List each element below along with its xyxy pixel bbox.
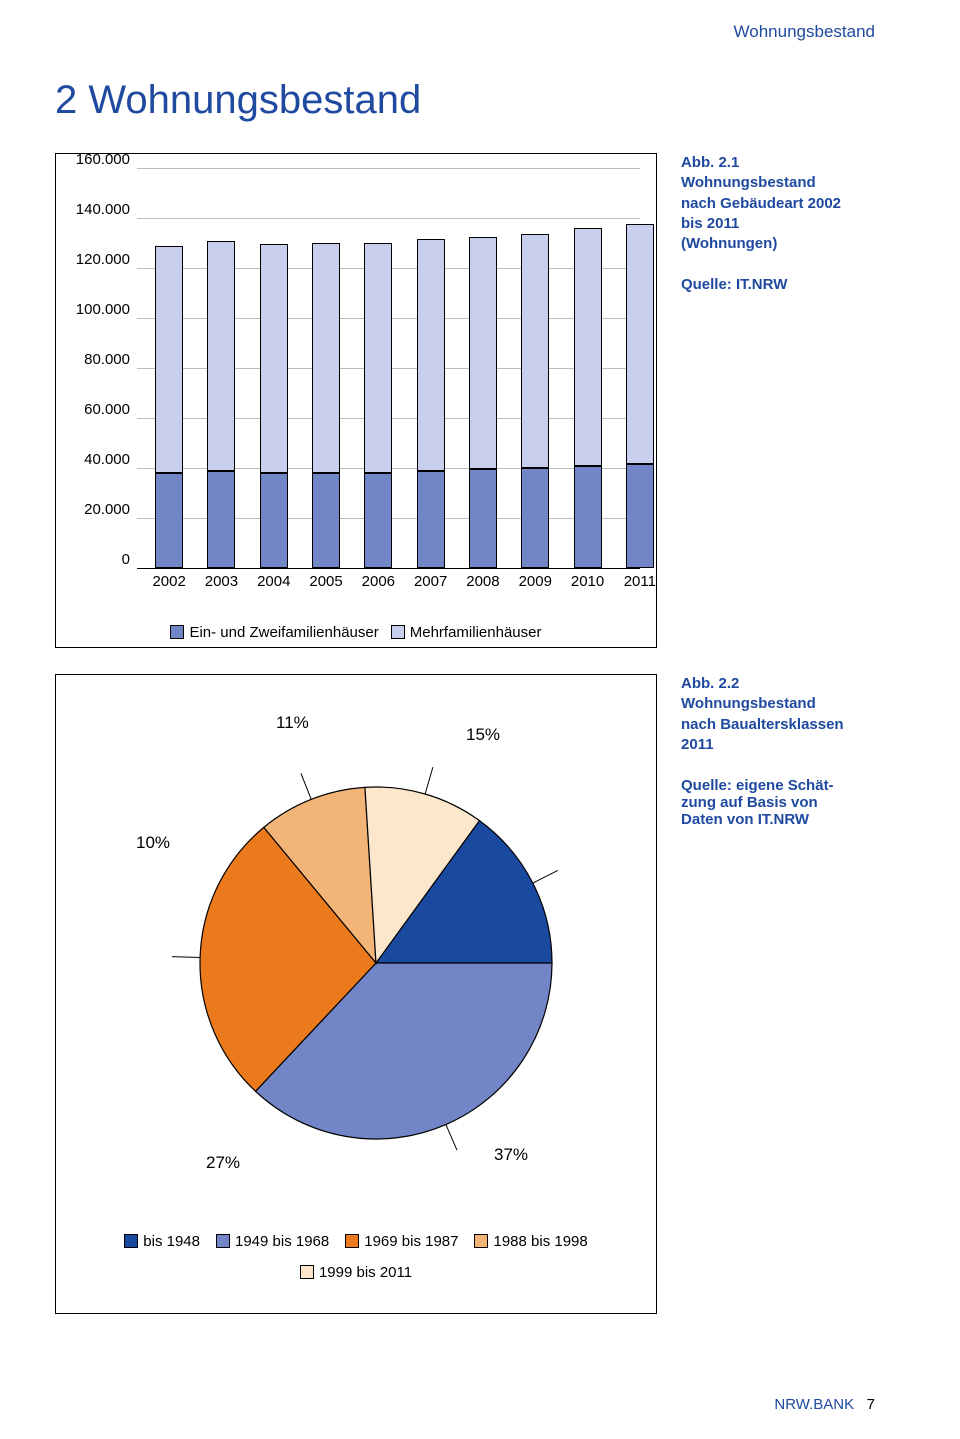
pie-percent-label: 27% (206, 1153, 240, 1173)
bar-chart-ytick: 160.000 (62, 160, 130, 177)
bar-chart-ytick: 120.000 (62, 260, 130, 277)
pie-chart-caption-title: Abb. 2.2Wohnungsbestandnach Baualterskla… (681, 674, 875, 755)
bar-chart-xtick-label: 2004 (257, 573, 290, 590)
pie-chart-svg (66, 705, 666, 1225)
bar-chart-xtick-label: 2002 (152, 573, 185, 590)
bar-chart-xtick-label: 2003 (205, 573, 238, 590)
pie-chart: 11% 15% 10% 27% 37% (66, 705, 646, 1225)
bar-chart-ytick-label: 0 (62, 551, 130, 568)
legend-swatch (216, 1234, 230, 1248)
pie-chart-caption-source: Quelle: eigene Schät-zung auf Basis vonD… (681, 777, 875, 828)
page-title: 2 Wohnungsbestand (55, 78, 875, 123)
bar-chart-ytick: 0 (62, 560, 130, 577)
pie-leader-line (425, 767, 433, 794)
bar-segment (364, 243, 392, 473)
pie-chart-row: 11% 15% 10% 27% 37% bis 1948 1949 bis 1968 196… (55, 674, 875, 1314)
bar-segment (207, 241, 235, 471)
footer-brand: NRW.BANK (774, 1396, 854, 1413)
bar-chart-caption-source: Quelle: IT.NRW (681, 276, 875, 293)
page-footer: NRW.BANK 7 (774, 1396, 875, 1413)
bar-chart-plot-area (137, 168, 640, 568)
bar-chart-xtick-label: 2011 (624, 573, 656, 590)
bar-chart-ytick: 40.000 (62, 460, 130, 477)
bar-chart-row: 020.00040.00060.00080.000100.000120.0001… (55, 153, 875, 648)
bar-chart-ytick-label: 60.000 (62, 401, 130, 418)
pie-percent-label: 15% (466, 725, 500, 745)
bar-chart-ytick: 20.000 (62, 510, 130, 527)
bar-chart-ytick-label: 80.000 (62, 351, 130, 368)
bar-segment (626, 224, 654, 464)
pie-percent-label: 11% (276, 713, 309, 733)
pie-chart-legend: bis 1948 1949 bis 1968 1969 bis 1987 1988 b… (66, 1233, 646, 1281)
footer-page-number: 7 (867, 1396, 875, 1413)
bar-chart-xtick-label: 2010 (571, 573, 604, 590)
bar-chart-caption: Abb. 2.1Wohnungsbestandnach Gebäudeart 2… (681, 153, 875, 293)
bar-chart-xtick-label: 2005 (309, 573, 342, 590)
bar-segment (364, 473, 392, 568)
bar-chart-gridline (137, 568, 640, 569)
bar-segment (626, 464, 654, 568)
bar-chart-caption-title: Abb. 2.1Wohnungsbestandnach Gebäudeart 2… (681, 153, 875, 254)
bar-chart-xtick-label: 2006 (362, 573, 395, 590)
bar-segment (260, 244, 288, 473)
legend-swatch (474, 1234, 488, 1248)
bar-chart-legend-item: Mehrfamilienhäuser (391, 624, 542, 641)
legend-swatch (300, 1265, 314, 1279)
bar-segment (574, 228, 602, 466)
pie-percent-label: 37% (494, 1145, 528, 1165)
bar-chart-ytick: 100.000 (62, 310, 130, 327)
bar-segment (417, 471, 445, 569)
bar-chart-gridline (137, 218, 640, 219)
bar-segment (312, 473, 340, 568)
bar-segment (260, 473, 288, 568)
bar-chart-legend: Ein- und Zweifamilienhäuser Mehrfamilienh… (62, 624, 650, 641)
bar-segment (417, 239, 445, 470)
bar-segment (155, 473, 183, 568)
bar-chart-xtick-label: 2009 (519, 573, 552, 590)
pie-chart-frame: 11% 15% 10% 27% 37% bis 1948 1949 bis 1968 196… (55, 674, 657, 1314)
bar-segment (312, 243, 340, 473)
pie-leader-line (172, 957, 200, 958)
bar-segment (574, 466, 602, 569)
bar-chart-frame: 020.00040.00060.00080.000100.000120.0001… (55, 153, 657, 648)
bar-chart-ytick-label: 40.000 (62, 451, 130, 468)
pie-leader-line (533, 870, 558, 883)
bar-chart: 020.00040.00060.00080.000100.000120.0001… (62, 168, 650, 618)
bar-segment (521, 234, 549, 468)
bar-segment (155, 246, 183, 474)
bar-chart-ytick-label: 120.000 (62, 251, 130, 268)
bar-chart-xtick-label: 2007 (414, 573, 447, 590)
legend-swatch (170, 625, 184, 639)
bar-chart-xtick-label: 2008 (466, 573, 499, 590)
pie-chart-legend-item: bis 1948 (124, 1233, 200, 1250)
legend-swatch (391, 625, 405, 639)
bar-chart-ytick-label: 100.000 (62, 301, 130, 318)
bar-segment (521, 468, 549, 568)
pie-leader-line (301, 773, 311, 799)
bar-chart-ytick: 80.000 (62, 360, 130, 377)
pie-chart-legend-item: 1949 bis 1968 (216, 1233, 329, 1250)
section-label-top-right: Wohnungsbestand (734, 22, 875, 42)
pie-chart-legend-item: 1999 bis 2011 (300, 1264, 412, 1281)
bar-segment (207, 471, 235, 569)
pie-leader-line (446, 1125, 457, 1151)
bar-chart-ytick-label: 20.000 (62, 501, 130, 518)
bar-chart-ytick-label: 160.000 (62, 151, 130, 168)
bar-chart-ytick: 140.000 (62, 210, 130, 227)
bar-chart-gridline (137, 168, 640, 169)
bar-chart-ytick: 60.000 (62, 410, 130, 427)
bar-chart-ytick-label: 140.000 (62, 201, 130, 218)
pie-chart-legend-item: 1988 bis 1998 (474, 1233, 587, 1250)
pie-chart-caption: Abb. 2.2Wohnungsbestandnach Baualterskla… (681, 674, 875, 828)
legend-swatch (345, 1234, 359, 1248)
legend-swatch (124, 1234, 138, 1248)
bar-segment (469, 237, 497, 470)
bar-chart-legend-item: Ein- und Zweifamilienhäuser (170, 624, 378, 641)
bar-segment (469, 469, 497, 568)
document-page: Wohnungsbestand 2 Wohnungsbestand 0 20.00… (0, 0, 960, 1439)
pie-percent-label: 10% (136, 833, 170, 853)
pie-chart-legend-item: 1969 bis 1987 (345, 1233, 458, 1250)
